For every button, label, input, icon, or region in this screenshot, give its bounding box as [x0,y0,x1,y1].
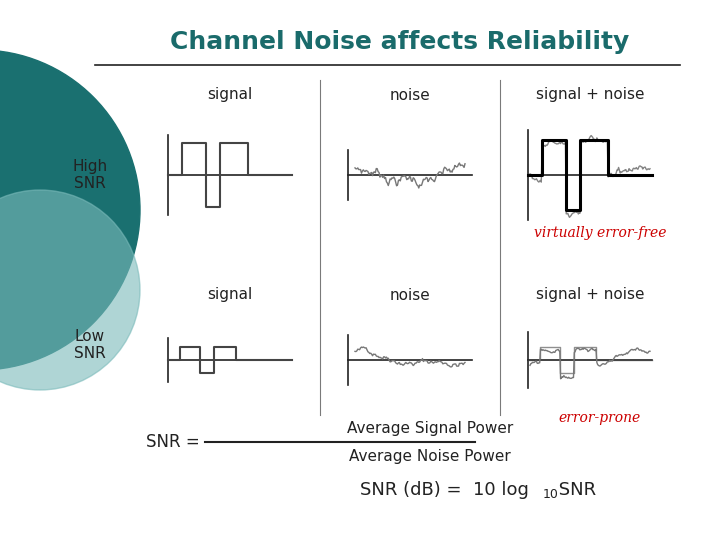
Text: Low
SNR: Low SNR [74,329,106,361]
Text: High
SNR: High SNR [73,159,107,191]
Text: virtually error-free: virtually error-free [534,226,666,240]
Text: SNR =: SNR = [146,433,205,451]
Circle shape [0,190,140,390]
Text: signal + noise: signal + noise [536,287,644,302]
Text: signal: signal [207,87,253,103]
Text: error-prone: error-prone [559,411,641,425]
Text: signal: signal [207,287,253,302]
Text: signal + noise: signal + noise [536,87,644,103]
Text: SNR (dB) =  10 log: SNR (dB) = 10 log [360,481,529,499]
Text: 10: 10 [543,489,559,502]
Text: Channel Noise affects Reliability: Channel Noise affects Reliability [171,30,629,54]
Text: Average Signal Power: Average Signal Power [347,421,513,435]
Text: Average Noise Power: Average Noise Power [349,449,511,463]
Text: SNR: SNR [553,481,596,499]
Circle shape [0,50,140,370]
Text: noise: noise [390,287,431,302]
Text: noise: noise [390,87,431,103]
